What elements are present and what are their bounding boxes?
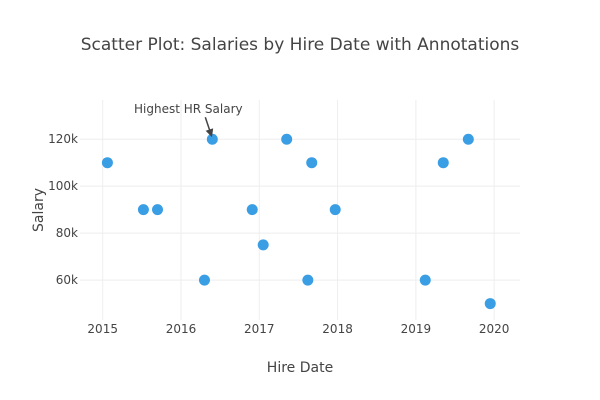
data-point[interactable] (437, 157, 449, 169)
data-points (101, 133, 496, 310)
data-point[interactable] (281, 133, 293, 145)
x-tick-label: 2018 (322, 322, 353, 336)
chart-title: Scatter Plot: Salaries by Hire Date with… (81, 35, 520, 55)
annotation-arrow (204, 116, 214, 138)
y-tick-label: 60k (56, 273, 78, 287)
annotation-label: Highest HR Salary (134, 102, 243, 116)
y-tick-label: 120k (48, 132, 78, 146)
data-point[interactable] (246, 204, 258, 216)
data-point[interactable] (484, 298, 496, 310)
x-tick-label: 2017 (244, 322, 275, 336)
data-point[interactable] (302, 274, 314, 286)
x-axis-title: Hire Date (267, 360, 333, 376)
x-tick-label: 2019 (401, 322, 432, 336)
annotations: Highest HR Salary (134, 102, 243, 138)
data-point[interactable] (206, 133, 218, 145)
x-axis-ticks: 2015 2016 2017 2018 2019 2020 (87, 322, 509, 336)
data-point[interactable] (306, 157, 318, 169)
x-tick-label: 2020 (479, 322, 510, 336)
data-point[interactable] (152, 204, 164, 216)
gridlines (80, 100, 520, 320)
y-tick-label: 80k (56, 226, 78, 240)
y-tick-label: 100k (48, 179, 78, 193)
data-point[interactable] (419, 274, 431, 286)
data-point[interactable] (137, 204, 149, 216)
y-axis-title: Salary (31, 188, 47, 232)
data-point[interactable] (329, 204, 341, 216)
data-point[interactable] (198, 274, 210, 286)
x-tick-label: 2016 (166, 322, 197, 336)
data-point[interactable] (101, 157, 113, 169)
x-tick-label: 2015 (87, 322, 118, 336)
data-point[interactable] (462, 133, 474, 145)
data-point[interactable] (257, 239, 269, 251)
y-axis-ticks: 60k 80k 100k 120k (48, 132, 78, 287)
